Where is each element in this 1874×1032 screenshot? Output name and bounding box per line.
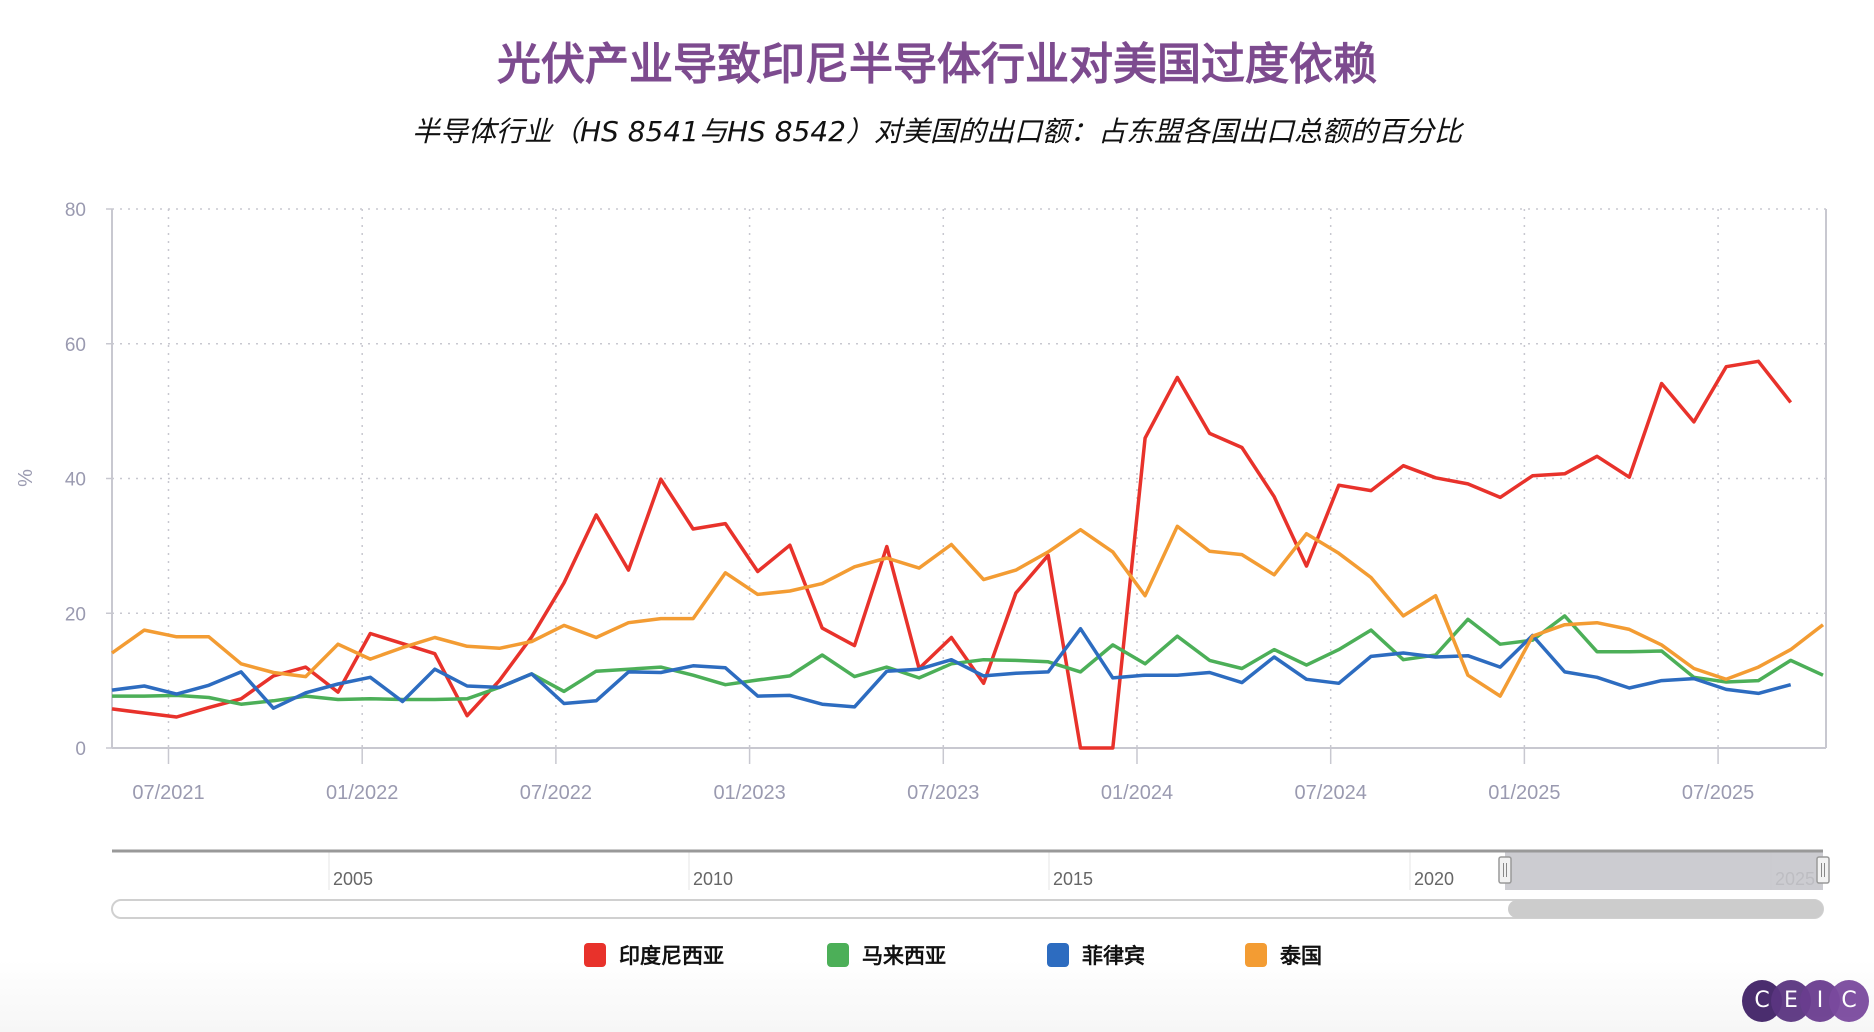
legend-label: 菲律宾: [1082, 944, 1145, 968]
scrollbar-thumb[interactable]: [1508, 900, 1823, 918]
chart-title: 光伏产业导致印尼半导体行业对美国过度依赖: [497, 39, 1377, 90]
x-tick-label: 01/2022: [326, 782, 398, 804]
x-tick-label: 07/2024: [1295, 782, 1367, 804]
series-line-1[interactable]: [111, 359, 1793, 750]
legend-item-thailand[interactable]: 泰国: [1245, 940, 1322, 970]
y-tick-label: 40: [65, 470, 86, 491]
navigator-label: 2015: [1053, 869, 1093, 889]
x-tick-label: 07/2023: [907, 782, 979, 804]
legend-swatch: [827, 943, 849, 967]
x-tick-label: 01/2024: [1101, 782, 1173, 804]
navigator-handle-left[interactable]: [1498, 856, 1512, 884]
legend-item-malaysia[interactable]: 马来西亚: [827, 940, 946, 970]
legend-item-philippines[interactable]: 菲律宾: [1047, 940, 1145, 970]
legend-swatch: [1245, 943, 1267, 967]
background: [0, 960, 1874, 1032]
legend-label: 泰国: [1280, 944, 1322, 968]
navigator-label: 2005: [333, 869, 373, 889]
navigator-selected-range[interactable]: [1505, 851, 1823, 890]
x-tick-label: 01/2023: [713, 782, 785, 804]
legend-label: 马来西亚: [862, 944, 946, 968]
y-tick-label: 80: [65, 200, 86, 221]
logo-letter: C: [1829, 980, 1869, 1022]
series-line-3[interactable]: [111, 626, 1792, 710]
range-navigator[interactable]: 20052010201520202025: [111, 849, 1830, 919]
legend-item-indonesia[interactable]: 印度尼西亚: [584, 940, 724, 970]
chart-subtitle: 半导体行业（HS 8541与HS 8542）对美国的出口额：占东盟各国出口总额的…: [412, 115, 1462, 148]
legend-swatch: [1047, 943, 1069, 967]
series-lines: [110, 359, 1825, 750]
axes: 0 20 40 60 80 07/2021 01/2022 07/2022 01/2023 07/…: [65, 200, 1827, 804]
y-axis-label: %: [15, 469, 37, 487]
navigator-label: 2020: [1414, 869, 1454, 889]
navigator-handle-right[interactable]: [1816, 856, 1830, 884]
y-tick-label: 60: [65, 335, 86, 356]
x-tick-label: 07/2021: [132, 782, 204, 804]
y-tick-label: 20: [65, 604, 86, 625]
legend-swatch: [584, 943, 606, 967]
x-tick-label: 07/2022: [520, 782, 592, 804]
legend-label: 印度尼西亚: [619, 944, 724, 968]
series-line-4[interactable]: [110, 524, 1825, 698]
x-tick-label: 01/2025: [1488, 782, 1560, 804]
x-tick-label: 07/2025: [1682, 782, 1754, 804]
ceic-logo: C E I C: [1742, 980, 1870, 1022]
navigator-label: 2010: [693, 869, 733, 889]
y-tick-label: 0: [75, 739, 86, 760]
grid: [112, 208, 1826, 748]
